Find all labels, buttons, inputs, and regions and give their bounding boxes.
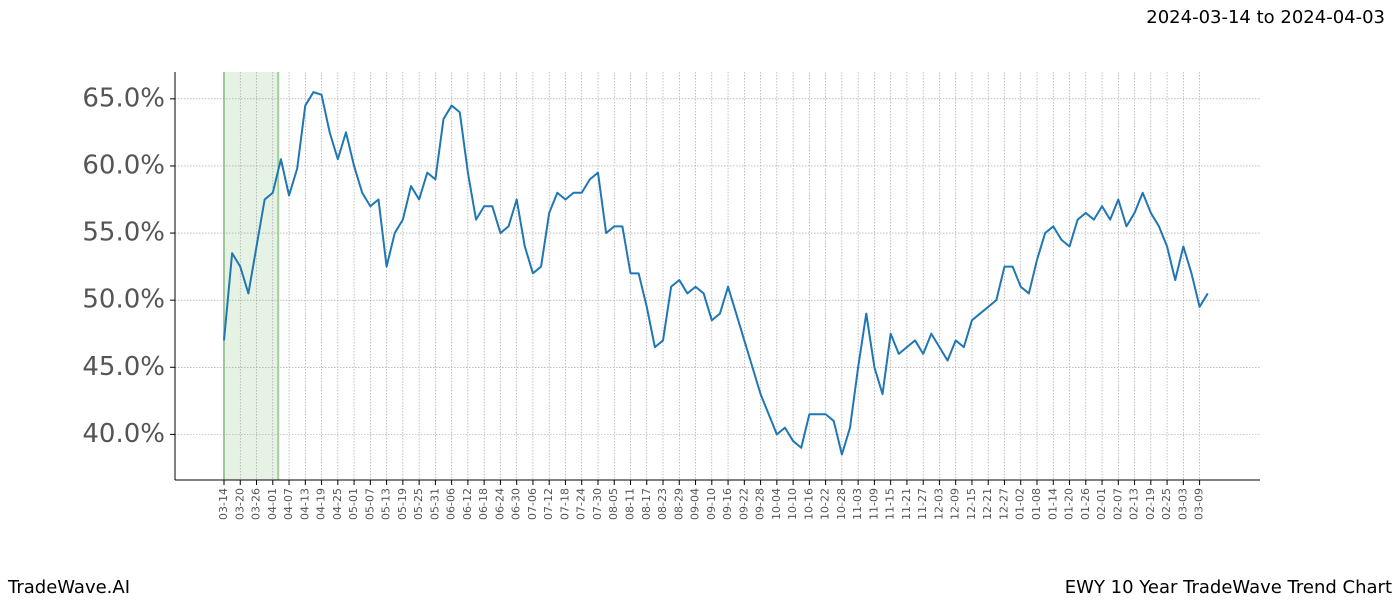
x-tick-label: 09-16 — [721, 488, 734, 520]
x-tick-label: 07-06 — [526, 488, 539, 520]
x-tick-label: 10-28 — [835, 488, 848, 520]
x-tick-label: 04-07 — [282, 488, 295, 520]
x-tick-label: 02-07 — [1111, 488, 1124, 520]
y-tick-label: 65.0% — [82, 83, 165, 113]
x-tick-label: 02-13 — [1128, 488, 1141, 520]
x-tick-label: 10-10 — [786, 488, 799, 520]
x-tick-label: 02-01 — [1095, 488, 1108, 520]
x-tick-label: 11-09 — [867, 488, 880, 520]
y-tick-label: 55.0% — [82, 218, 165, 248]
x-tick-label: 06-12 — [461, 488, 474, 520]
chart-title: EWY 10 Year TradeWave Trend Chart — [1065, 577, 1392, 598]
x-tick-label: 10-16 — [802, 488, 815, 520]
x-tick-label: 01-08 — [1030, 488, 1043, 520]
x-tick-label: 06-06 — [445, 488, 458, 520]
x-tick-label: 12-27 — [997, 488, 1010, 520]
x-tick-label: 11-21 — [900, 488, 913, 520]
x-tick-label: 09-10 — [705, 488, 718, 520]
x-tick-label: 02-19 — [1144, 488, 1157, 520]
x-tick-label: 03-26 — [250, 488, 263, 520]
x-tick-label: 05-31 — [428, 488, 441, 520]
x-tick-label: 12-09 — [949, 488, 962, 520]
x-tick-label: 07-30 — [591, 488, 604, 520]
x-tick-label: 11-03 — [851, 488, 864, 520]
x-tick-label: 03-03 — [1176, 488, 1189, 520]
x-tick-label: 01-14 — [1046, 488, 1059, 520]
x-tick-label: 08-29 — [672, 488, 685, 520]
x-tick-label: 03-14 — [217, 488, 230, 520]
x-tick-label: 04-13 — [298, 488, 311, 520]
x-tick-label: 06-24 — [493, 488, 506, 520]
x-tick-label: 12-03 — [932, 488, 945, 520]
x-tick-label: 03-09 — [1193, 488, 1206, 520]
x-tick-label: 11-15 — [884, 488, 897, 520]
x-tick-label: 09-28 — [754, 488, 767, 520]
x-tick-label: 06-18 — [477, 488, 490, 520]
x-tick-label: 08-05 — [607, 488, 620, 520]
x-tick-label: 05-01 — [347, 488, 360, 520]
x-tick-label: 04-01 — [266, 488, 279, 520]
x-tick-label: 05-25 — [412, 488, 425, 520]
x-tick-label: 02-25 — [1160, 488, 1173, 520]
x-tick-label: 05-13 — [380, 488, 393, 520]
date-range: 2024-03-14 to 2024-04-03 — [1146, 7, 1385, 28]
x-tick-label: 01-02 — [1014, 488, 1027, 520]
x-tick-label: 07-24 — [575, 488, 588, 520]
x-tick-label: 10-22 — [819, 488, 832, 520]
x-tick-label: 12-15 — [965, 488, 978, 520]
x-tick-label: 08-11 — [624, 488, 637, 520]
x-tick-label: 09-04 — [689, 488, 702, 520]
series-line — [223, 91, 1209, 456]
x-tick-label: 07-12 — [542, 488, 555, 520]
x-tick-label: 06-30 — [510, 488, 523, 520]
x-tick-label: 04-19 — [315, 488, 328, 520]
x-tick-label: 09-22 — [737, 488, 750, 520]
x-tick-label: 01-20 — [1063, 488, 1076, 520]
x-tick-label: 12-21 — [981, 488, 994, 520]
x-tick-label: 11-27 — [916, 488, 929, 520]
x-tick-label: 08-23 — [656, 488, 669, 520]
y-tick-label: 45.0% — [82, 352, 165, 382]
x-tick-label: 07-18 — [558, 488, 571, 520]
x-tick-label: 05-19 — [396, 488, 409, 520]
source: TradeWave.AI — [7, 577, 130, 598]
x-tick-label: 08-17 — [640, 488, 653, 520]
y-tick-label: 60.0% — [82, 150, 165, 180]
y-tick-label: 50.0% — [82, 285, 165, 315]
x-tick-label: 01-26 — [1079, 488, 1092, 520]
x-tick-label: 04-25 — [331, 488, 344, 520]
x-tick-label: 10-04 — [770, 488, 783, 520]
y-tick-label: 40.0% — [82, 419, 165, 449]
x-tick-label: 05-07 — [363, 488, 376, 520]
x-tick-label: 03-20 — [233, 488, 246, 520]
